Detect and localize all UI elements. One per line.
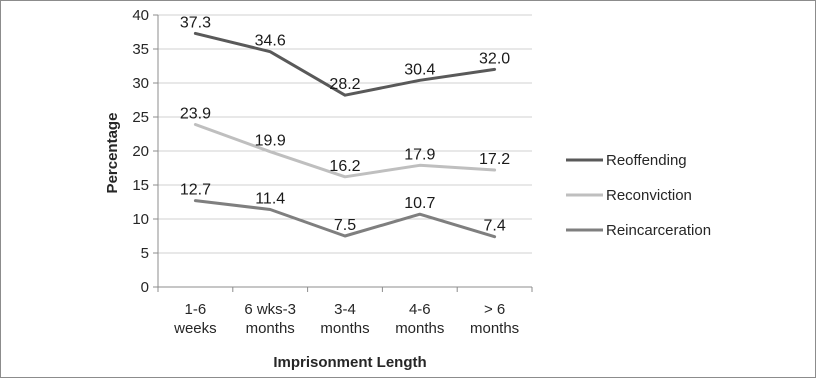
y-tick-label: 0 [141,279,149,296]
data-label: 7.5 [334,217,356,234]
series-line-reoffending [193,31,497,97]
data-label: 32.0 [479,50,510,67]
data-label: 17.2 [479,151,510,168]
data-label: 23.9 [180,105,211,122]
legend-label: Reoffending [606,152,687,169]
y-tick-labels: 0 5 10 15 20 25 30 35 40 [132,7,149,296]
data-label: 19.9 [255,133,286,150]
data-label: 28.2 [329,76,360,93]
x-tick-label: 6 wks-3 months [244,301,296,337]
series-line-reconviction [193,123,497,179]
y-tick-label: 35 [132,41,149,58]
data-label: 37.3 [180,14,211,31]
series-lines [193,31,497,239]
y-tick-label: 25 [132,109,149,126]
y-tick-label: 10 [132,211,149,228]
data-label: 30.4 [404,61,435,78]
y-tick-label: 30 [132,75,149,92]
y-tick-label: 5 [141,245,149,262]
data-label: 17.9 [404,146,435,163]
y-tick-label: 15 [132,177,149,194]
data-labels: 37.3 34.6 28.2 30.4 32.0 23.9 19.9 16.2 17.9 17.2… [180,14,510,234]
y-tick-label: 20 [132,143,149,160]
data-label: 16.2 [329,158,360,175]
data-label: 7.4 [483,218,505,235]
x-tick-label: 3-4 months [320,301,369,337]
data-label: 12.7 [180,182,211,199]
legend-label: Reconviction [606,187,692,204]
y-tick-label: 40 [132,7,149,24]
data-label: 34.6 [255,33,286,50]
x-axis-title: Imprisonment Length [273,354,426,371]
y-axis-title: Percentage [104,113,121,194]
x-tick-label: 4-6 months [395,301,444,337]
axes [153,14,533,292]
series-line-reincarceration [193,199,497,239]
legend: Reoffending Reconviction Reincarceration [566,152,711,239]
x-tick-labels: 1-6 weeks 6 wks-3 months 3-4 months 4-6 months >… [173,301,519,337]
x-tick-label: 1-6 weeks [173,301,217,337]
x-tick-label: > 6 months [470,301,519,337]
legend-label: Reincarceration [606,222,711,239]
data-label: 11.4 [255,190,285,207]
data-label: 10.7 [404,195,435,212]
gridlines [158,14,532,254]
